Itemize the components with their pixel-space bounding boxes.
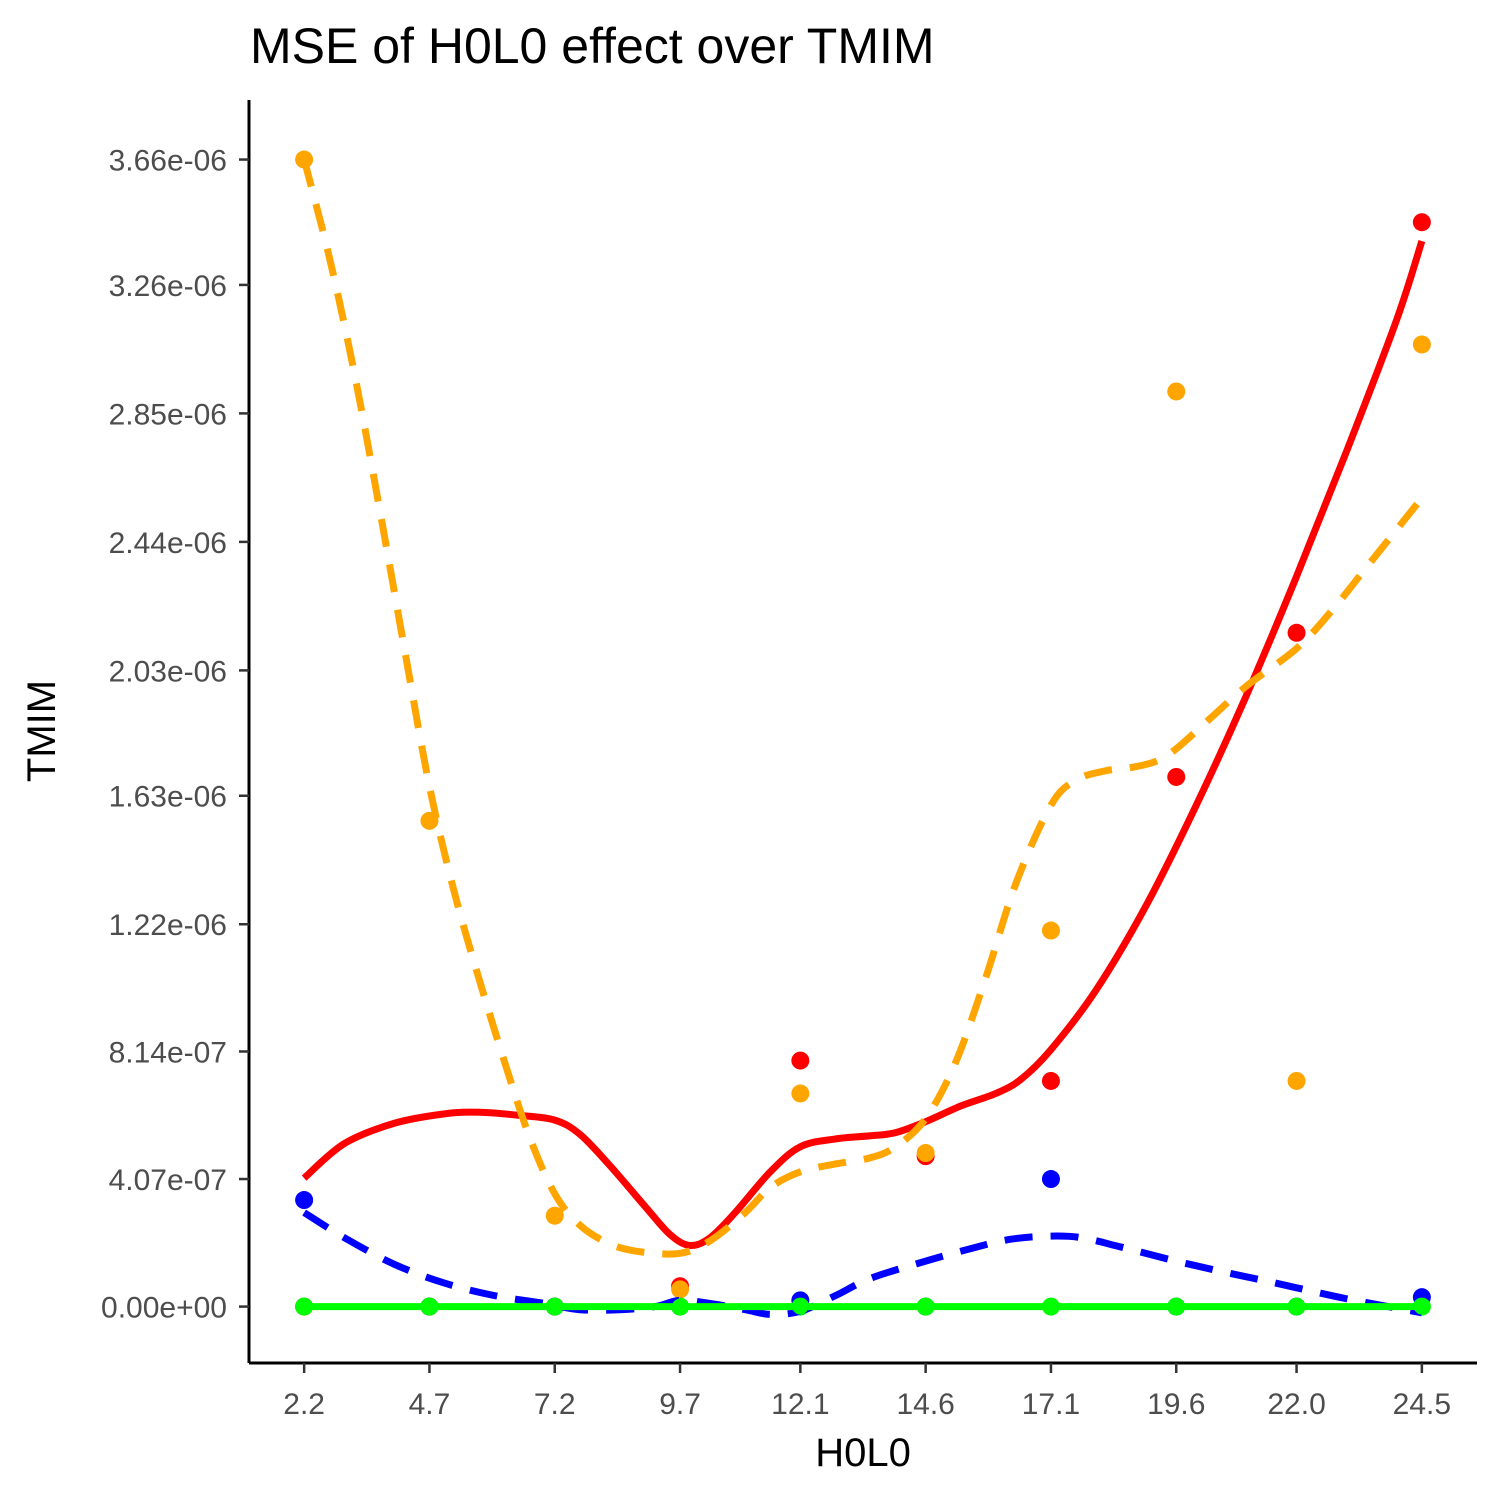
data-point	[1287, 1071, 1306, 1090]
data-point	[1042, 1298, 1059, 1315]
data-point	[421, 1298, 438, 1315]
x-tick-label: 12.1	[771, 1388, 829, 1421]
data-point	[1041, 1071, 1060, 1090]
data-point	[917, 1298, 934, 1315]
series-layer	[295, 150, 1431, 1318]
data-point	[1041, 921, 1060, 940]
data-point	[545, 1206, 564, 1225]
x-tick-label: 17.1	[1022, 1388, 1080, 1421]
y-axis-title: TMIM	[20, 680, 64, 782]
data-point	[672, 1298, 689, 1315]
x-tick-label: 19.6	[1147, 1388, 1205, 1421]
x-tick-label: 7.2	[534, 1388, 576, 1421]
y-tick-label: 2.44e-06	[109, 527, 227, 560]
series-2-trend-line	[302, 1209, 1423, 1318]
data-point	[791, 1051, 810, 1070]
y-tick-label: 1.63e-06	[109, 781, 227, 814]
y-tick-label: 2.03e-06	[109, 655, 227, 688]
x-ticks: 2.2 4.7 7.2 9.7 12.1 14.6 17.1 19.6 22.0 24.5	[283, 1363, 1451, 1421]
data-point	[296, 1298, 313, 1315]
x-tick-label: 2.2	[283, 1388, 325, 1421]
data-point	[1413, 1298, 1430, 1315]
x-tick-label: 22.0	[1267, 1388, 1325, 1421]
data-point	[1167, 382, 1186, 401]
data-point	[1288, 1298, 1305, 1315]
data-point	[1041, 1170, 1060, 1189]
x-axis-title: H0L0	[815, 1431, 911, 1475]
y-tick-label: 4.07e-07	[109, 1164, 227, 1197]
y-tick-label: 1.22e-06	[109, 909, 227, 942]
data-point	[791, 1084, 810, 1103]
x-tick-label: 24.5	[1393, 1388, 1451, 1421]
x-tick-label: 9.7	[659, 1388, 701, 1421]
chart-title: MSE of H0L0 effect over TMIM	[250, 18, 935, 74]
x-tick-label: 14.6	[896, 1388, 954, 1421]
y-tick-label: 3.26e-06	[109, 270, 227, 303]
y-tick-label: 2.85e-06	[109, 398, 227, 431]
data-point	[546, 1298, 563, 1315]
y-tick-label: 3.66e-06	[109, 145, 227, 178]
data-point	[1412, 213, 1431, 232]
data-point	[295, 1191, 314, 1210]
series-1-trend-line	[300, 158, 1425, 1258]
y-ticks: 0.00e+00 4.07e-07 8.14e-07 1.22e-06 1.63e-06…	[101, 145, 249, 1325]
data-point	[916, 1144, 935, 1163]
y-tick-label: 8.14e-07	[109, 1036, 227, 1069]
y-tick-label: 0.00e+00	[101, 1292, 227, 1325]
series-0-trend-line	[301, 239, 1426, 1250]
data-point	[1167, 767, 1186, 786]
data-point	[1168, 1298, 1185, 1315]
data-point	[1412, 335, 1431, 354]
series-3-points-top	[296, 1298, 1430, 1315]
x-tick-label: 4.7	[409, 1388, 451, 1421]
data-point	[792, 1298, 809, 1315]
data-point	[671, 1280, 690, 1299]
data-point	[1287, 623, 1306, 642]
